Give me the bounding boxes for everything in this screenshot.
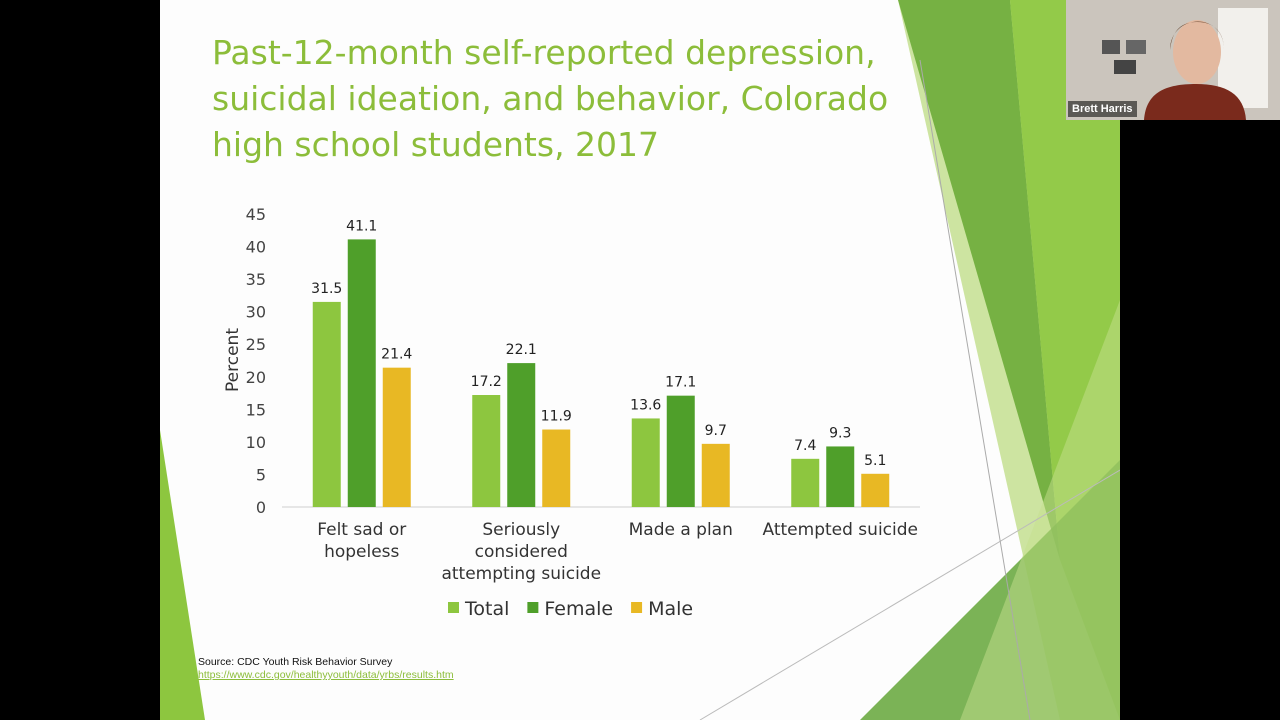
category-label: hopeless (324, 542, 399, 562)
category-label: Seriously (482, 520, 560, 540)
source-text: Source: CDC Youth Risk Behavior Survey (198, 656, 393, 668)
y-tick-label: 35 (246, 270, 266, 289)
y-tick-label: 20 (246, 368, 266, 387)
bar-total (312, 301, 341, 507)
legend: Total Female Male (448, 598, 693, 620)
bar-female (666, 395, 695, 507)
y-axis-label: Percent (223, 328, 243, 392)
bar-male (542, 429, 571, 507)
data-label: 41.1 (346, 218, 377, 234)
legend-label: Male (648, 598, 693, 620)
person-head (1173, 20, 1221, 84)
category-label: Made a plan (629, 520, 733, 540)
data-label: 13.6 (630, 397, 661, 413)
y-tick-label: 40 (246, 238, 266, 257)
y-axis: 0 5 10 15 20 25 30 35 40 45 (246, 205, 266, 517)
bar-female (347, 239, 376, 508)
webcam-tile[interactable]: Brett Harris (1066, 0, 1280, 120)
data-label: 17.2 (471, 374, 502, 390)
deco-line-2 (919, 59, 1031, 720)
y-tick-label: 30 (246, 303, 266, 322)
person-shape (1144, 84, 1246, 120)
bar-total (791, 458, 820, 507)
slide-title: Past-12-month self-reported depression, … (212, 33, 889, 164)
bar-male (382, 367, 411, 507)
deco-shape-bottom-light (960, 300, 1120, 720)
y-tick-label: 45 (246, 205, 266, 224)
deco-shape-left (160, 430, 205, 720)
category-label: considered (475, 542, 568, 562)
legend-label: Female (544, 598, 613, 620)
legend-swatch-female (527, 602, 539, 613)
y-tick-label: 15 (246, 400, 266, 419)
category-label: Attempted suicide (763, 520, 918, 540)
category-label: attempting suicide (441, 564, 601, 584)
data-label: 9.3 (829, 425, 851, 441)
slide: Past-12-month self-reported depression, … (160, 0, 1120, 720)
legend-swatch-total (448, 602, 459, 613)
deco-shape-right-dark (898, 0, 1060, 560)
bar-female (826, 446, 855, 507)
webcam-video (1066, 0, 1280, 120)
data-label: 22.1 (506, 342, 537, 358)
data-label: 9.7 (705, 423, 727, 439)
bar-male (701, 443, 730, 507)
category-label: Felt sad or (317, 520, 406, 540)
data-label: 31.5 (311, 281, 342, 297)
y-tick-label: 25 (246, 335, 266, 354)
bar-total (631, 418, 660, 507)
bar-female (507, 363, 536, 507)
wall-frame (1114, 60, 1136, 74)
source-note: Source: CDC Youth Risk Behavior Survey h… (198, 656, 454, 682)
data-label: 21.4 (381, 347, 412, 363)
data-label: 17.1 (665, 375, 696, 391)
deco-line (699, 469, 1120, 720)
bar-chart: 0 5 10 15 20 25 30 35 40 45 Percent 31.5 41.1 21.4 F… (223, 205, 920, 620)
data-label: 5.1 (864, 453, 886, 469)
bar-male (861, 473, 890, 507)
y-tick-label: 5 (256, 465, 266, 484)
y-tick-label: 0 (256, 498, 266, 517)
data-label: 7.4 (794, 438, 816, 454)
legend-swatch-male (631, 602, 643, 613)
y-tick-label: 10 (246, 433, 266, 452)
slide-decoration (160, 0, 1120, 720)
source-link[interactable]: https://www.cdc.gov/healthyyouth/data/yr… (198, 669, 454, 681)
legend-label: Total (464, 598, 509, 620)
participant-name: Brett Harris (1068, 101, 1137, 117)
wall-frame (1102, 40, 1120, 54)
wall-frame (1126, 40, 1146, 54)
bar-total (472, 395, 501, 507)
data-label: 11.9 (541, 409, 572, 425)
